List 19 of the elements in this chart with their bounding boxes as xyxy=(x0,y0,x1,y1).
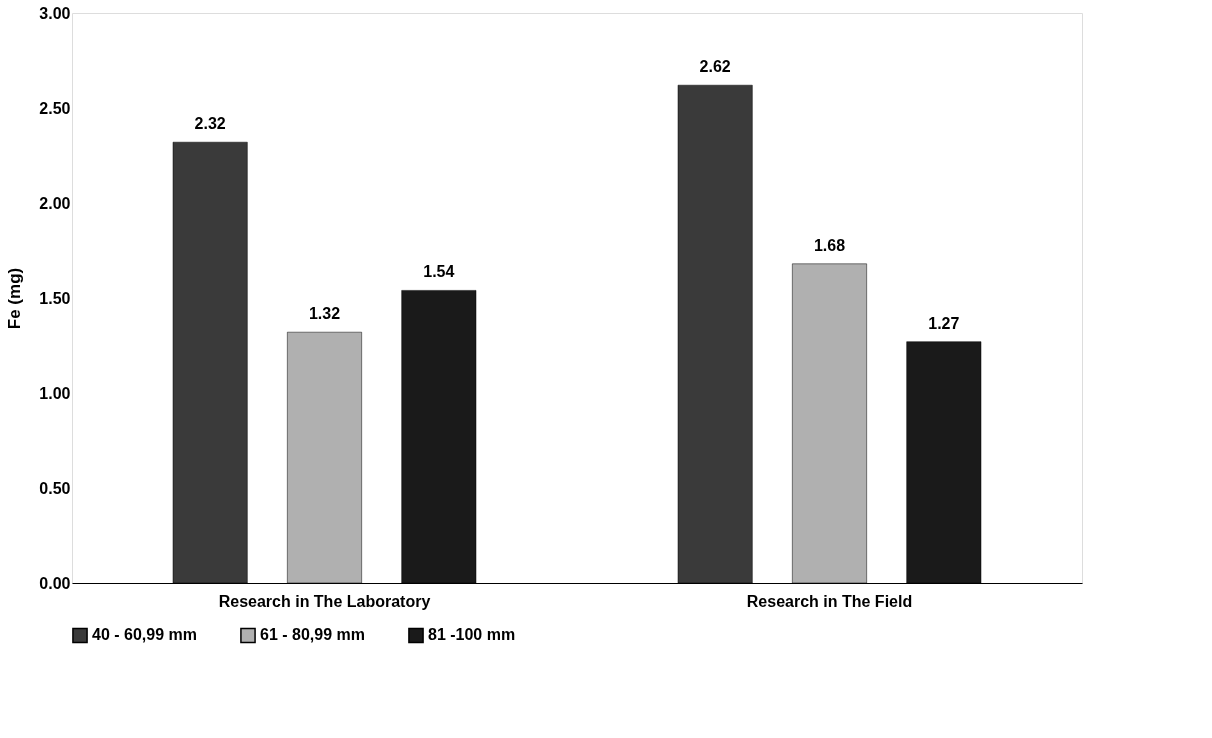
y-tick-label: 1.00 xyxy=(39,384,71,402)
data-label: 1.32 xyxy=(308,305,341,323)
y-tick-label: 0.50 xyxy=(39,479,71,497)
data-label: 2.62 xyxy=(699,58,731,76)
data-label: 1.54 xyxy=(423,263,455,281)
y-tick-label: 1.50 xyxy=(39,289,71,307)
y-tick-label: 2.00 xyxy=(39,194,71,212)
data-label: 2.32 xyxy=(194,115,226,133)
y-tick-label: 3.00 xyxy=(39,4,71,22)
y-tick-label: 0.00 xyxy=(39,574,71,592)
x-tick-label: Research in The Field xyxy=(746,592,913,610)
legend-label: 40 - 60,99 mm xyxy=(92,626,197,644)
y-axis-title: Fe (mg) xyxy=(5,267,25,330)
x-tick-label: Research in The Laboratory xyxy=(218,592,431,610)
legend-label: 81 -100 mm xyxy=(428,626,516,644)
data-label: 1.27 xyxy=(928,314,960,332)
data-label: 1.68 xyxy=(813,236,846,254)
legend-label: 61 - 80,99 mm xyxy=(260,626,365,644)
y-tick-label: 2.50 xyxy=(39,99,71,117)
